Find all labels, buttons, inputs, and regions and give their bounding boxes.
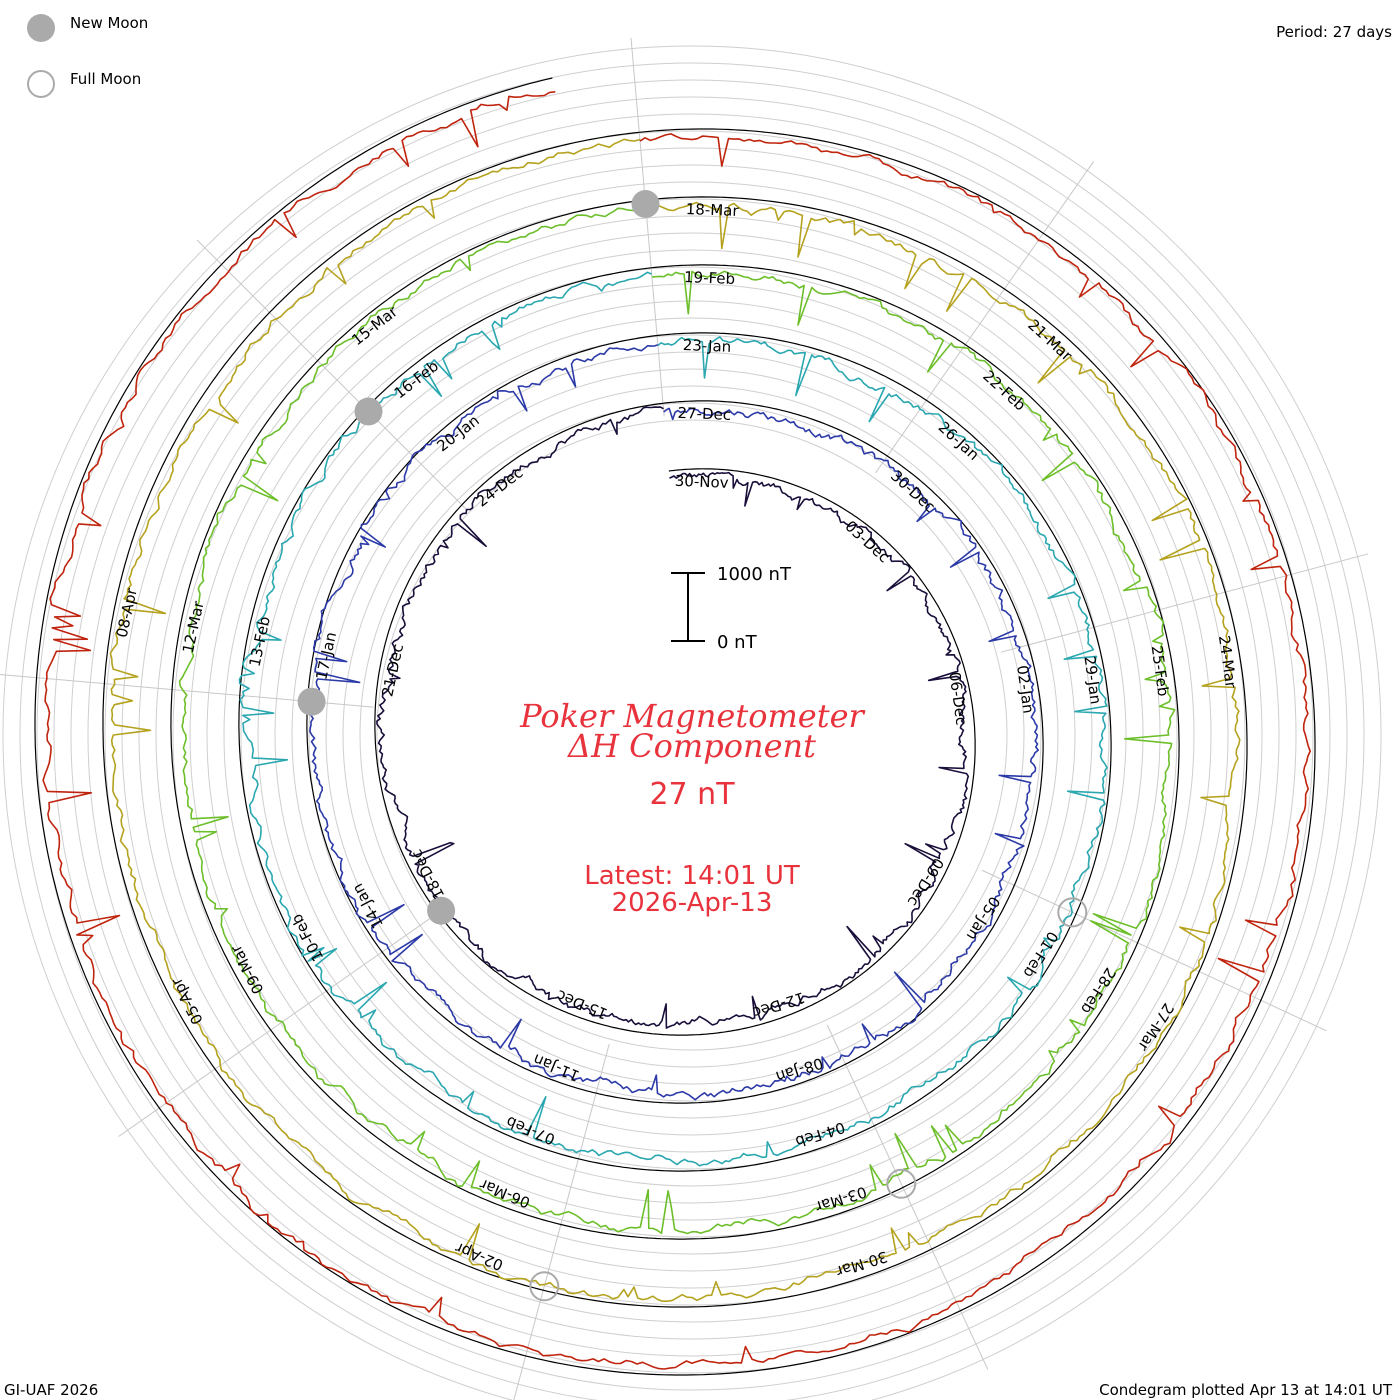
grid-ring [104,147,1280,1323]
date-label: 03-Mar [812,1183,869,1217]
lap-baseline [306,334,1044,1104]
title-line1: Poker Magnetometer [519,697,865,735]
grid-ring [240,283,1144,1187]
day-spoke [981,869,1327,1032]
trace-lap-1 [376,406,970,1029]
latest-date: 2026-Apr-13 [612,888,773,918]
latest-time: Latest: 14:01 UT [584,861,800,891]
grid-ring [138,181,1246,1289]
date-label: 26-Jan [935,418,983,464]
date-label: 11-Jan [530,1050,582,1085]
grid-ring [376,419,1008,1051]
lap-baseline [34,77,1316,1376]
scale-bar: 1000 nT 0 nT [671,564,792,653]
date-label: 12-Dec [750,988,806,1022]
day-spoke [875,161,1094,474]
grid-ring [172,215,1212,1255]
grid-ring [206,249,1178,1221]
day-spoke [118,918,431,1137]
date-label: 07-Feb [504,1112,558,1148]
date-label: 12-Mar [179,599,208,655]
grid-ring [257,300,1127,1170]
grid-ring [2,45,1382,1400]
date-label: 06-Mar [476,1175,532,1212]
grid-ring [121,164,1263,1306]
grid-ring [70,113,1314,1357]
new-moon-icon [27,14,55,42]
grid-ring [19,62,1365,1400]
date-label: 05-Apr [167,974,207,1027]
date-label: 21-Dec [378,642,407,698]
grid-ring [325,368,1059,1102]
scale-bottom-label: 0 nT [717,632,758,653]
new-moon-icon [427,896,456,925]
new-moon-icon [354,397,383,426]
day-spoke [196,239,467,510]
grid-ring [342,385,1042,1085]
grid-ring [359,402,1025,1068]
new-moon-icon [297,687,326,716]
scale-top-label: 1000 nT [717,564,792,585]
date-label: 30-Mar [833,1247,890,1281]
date-label: 18-Mar [685,200,739,220]
full-moon-icon [27,70,55,98]
grid-ring [53,96,1331,1374]
magnetometer-traces [42,91,1311,1370]
lap-baseline [238,267,1112,1172]
date-label: 29-Jan [1081,655,1105,705]
grid-ring [155,198,1229,1272]
lap-baseline [170,199,1180,1240]
trace-lap-2 [309,344,1039,1101]
date-label: 10-Feb [288,911,328,965]
date-label: 19-Feb [684,268,736,288]
trace-lap-6 [42,91,1311,1370]
grid-ring [274,317,1110,1153]
grid-ring [308,351,1076,1119]
period-label: Period: 27 days [1276,23,1392,41]
date-label: 04-Feb [793,1118,847,1151]
date-label: 08-Jan [774,1054,826,1086]
date-label: 30-Nov [674,472,729,492]
title-line2: ΔH Component [566,727,816,765]
grid-ring [87,130,1297,1340]
trace-lap-5 [109,138,1241,1302]
date-label: 23-Jan [682,336,731,356]
plotted-label: Condegram plotted Apr 13 at 14:01 UT [1099,1381,1392,1399]
new-moon-label: New Moon [70,14,149,32]
full-moon-icon [1057,897,1088,928]
center-title: Poker Magnetometer ΔH Component 27 nT La… [519,697,865,918]
date-label: 25-Feb [1148,644,1173,697]
date-label: 15-Dec [554,986,610,1023]
moon-phase-markers [297,190,1088,1302]
day-spokes [0,37,1369,1400]
credit-label: GI-UAF 2026 [4,1381,99,1399]
date-label: 20-Jan [433,411,482,455]
full-moon-label: Full Moon [70,70,142,88]
day-spoke [630,37,665,417]
lap-baseline [374,402,976,1036]
date-label: 14-Jan [348,880,387,931]
full-moon-icon [529,1271,560,1302]
trace-lap-4 [178,207,1176,1235]
date-label: 02-Apr [452,1238,506,1274]
date-label: 27-Dec [677,404,731,424]
lap-baselines [34,77,1316,1376]
lap-baseline [102,131,1248,1308]
new-moon-icon [631,190,660,218]
current-value: 27 nT [649,777,735,812]
grid-ring [189,232,1195,1238]
full-moon-icon [886,1168,917,1199]
date-label: 02-Jan [1013,664,1037,714]
grid-ring [36,79,1348,1391]
day-spoke [513,1043,610,1400]
trace-lap-3 [238,271,1108,1167]
grid-ring [291,334,1093,1136]
day-spoke [1000,553,1369,653]
